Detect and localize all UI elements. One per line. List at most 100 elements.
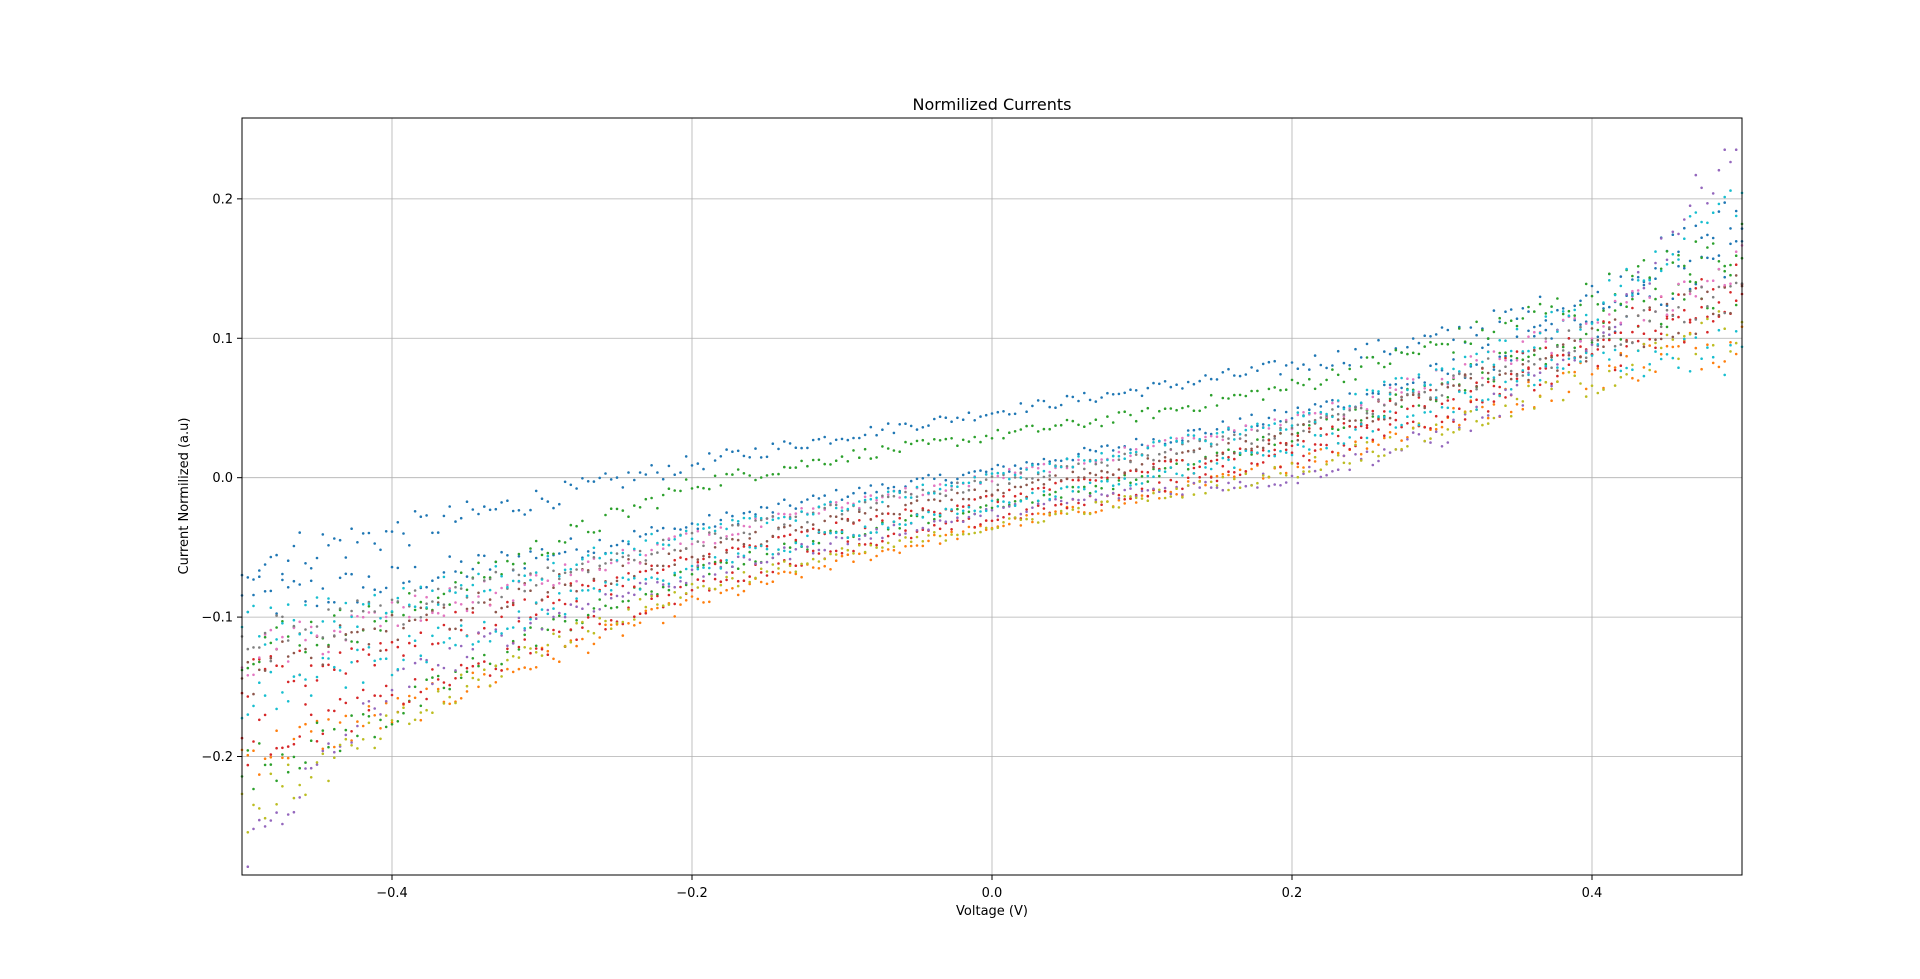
- data-point: [1648, 276, 1651, 279]
- data-point: [379, 657, 382, 661]
- data-point: [1434, 343, 1438, 346]
- data-point: [690, 531, 694, 535]
- data-point: [1377, 390, 1380, 393]
- data-point: [1013, 516, 1017, 519]
- data-point: [794, 466, 798, 469]
- data-point: [246, 865, 250, 868]
- data-point: [1648, 308, 1651, 312]
- data-point: [350, 647, 353, 650]
- data-point: [598, 636, 601, 639]
- data-point: [1550, 305, 1553, 308]
- data-point: [1181, 387, 1184, 390]
- data-point: [996, 514, 1000, 518]
- data-point: [938, 415, 942, 419]
- data-point: [1608, 326, 1611, 329]
- data-point: [500, 595, 503, 599]
- data-point: [869, 506, 873, 510]
- data-point: [1071, 497, 1075, 501]
- data-point: [1706, 233, 1709, 237]
- data-point: [1371, 409, 1375, 413]
- data-point: [1521, 374, 1525, 377]
- data-point: [431, 634, 434, 638]
- data-point: [511, 626, 515, 629]
- data-point: [558, 635, 561, 638]
- data-point: [1192, 472, 1196, 475]
- data-point: [252, 593, 255, 597]
- data-point: [1717, 310, 1721, 313]
- data-point: [1434, 368, 1438, 371]
- data-point: [506, 583, 509, 587]
- data-point: [477, 601, 480, 604]
- data-point: [984, 494, 988, 498]
- data-point: [361, 586, 365, 589]
- data-point: [627, 471, 630, 474]
- data-point: [956, 416, 959, 420]
- data-point: [777, 572, 780, 575]
- data-point: [673, 615, 676, 618]
- data-point: [719, 526, 723, 529]
- data-point: [1521, 400, 1525, 403]
- data-point: [1371, 420, 1375, 423]
- data-point: [1498, 369, 1501, 373]
- data-point: [1584, 313, 1588, 317]
- data-point: [858, 456, 861, 460]
- data-point: [1625, 293, 1628, 296]
- data-point: [598, 568, 601, 571]
- data-point: [1146, 494, 1150, 498]
- data-point: [1238, 486, 1242, 490]
- data-point: [569, 582, 573, 585]
- data-point: [1729, 242, 1732, 246]
- data-point: [1734, 254, 1738, 257]
- data-point: [725, 551, 728, 554]
- data-point: [1579, 328, 1582, 331]
- data-point: [1111, 484, 1115, 488]
- data-point: [1515, 379, 1519, 383]
- data-point: [540, 648, 544, 651]
- data-point: [1613, 344, 1617, 348]
- data-point: [817, 458, 821, 462]
- data-point: [1244, 424, 1248, 427]
- data-point: [765, 547, 769, 551]
- data-point: [1031, 512, 1034, 516]
- data-point: [1123, 498, 1126, 501]
- data-point: [1354, 425, 1357, 429]
- data-point: [1613, 368, 1617, 372]
- data-point: [638, 553, 642, 556]
- data-point: [1284, 481, 1288, 484]
- data-point: [886, 505, 890, 508]
- data-point: [1642, 309, 1646, 312]
- data-point: [1348, 404, 1351, 408]
- data-point: [644, 609, 648, 613]
- data-point: [477, 662, 480, 665]
- data-point: [990, 472, 994, 475]
- data-point: [650, 607, 653, 611]
- data-point: [1238, 447, 1242, 451]
- data-point: [829, 550, 832, 553]
- data-point: [1244, 472, 1248, 476]
- data-point: [286, 655, 290, 658]
- data-point: [275, 811, 278, 814]
- data-point: [996, 463, 1000, 467]
- data-point: [1417, 341, 1421, 345]
- data-point: [511, 639, 515, 643]
- data-point: [1521, 358, 1525, 362]
- data-point: [448, 683, 452, 687]
- data-point: [1233, 457, 1236, 461]
- data-point: [1348, 436, 1351, 439]
- data-point: [1654, 329, 1657, 333]
- data-point: [367, 602, 371, 606]
- data-point: [898, 527, 901, 530]
- data-point: [379, 694, 382, 698]
- data-point: [1377, 361, 1380, 365]
- data-point: [719, 591, 723, 595]
- data-point: [1481, 328, 1484, 332]
- data-point: [592, 631, 596, 635]
- data-point: [1683, 266, 1686, 270]
- data-point: [673, 571, 676, 575]
- data-point: [1561, 353, 1565, 357]
- data-point: [1550, 399, 1553, 403]
- data-point: [627, 608, 630, 611]
- data-point: [304, 600, 307, 603]
- data-point: [309, 694, 313, 697]
- data-point: [1475, 384, 1478, 388]
